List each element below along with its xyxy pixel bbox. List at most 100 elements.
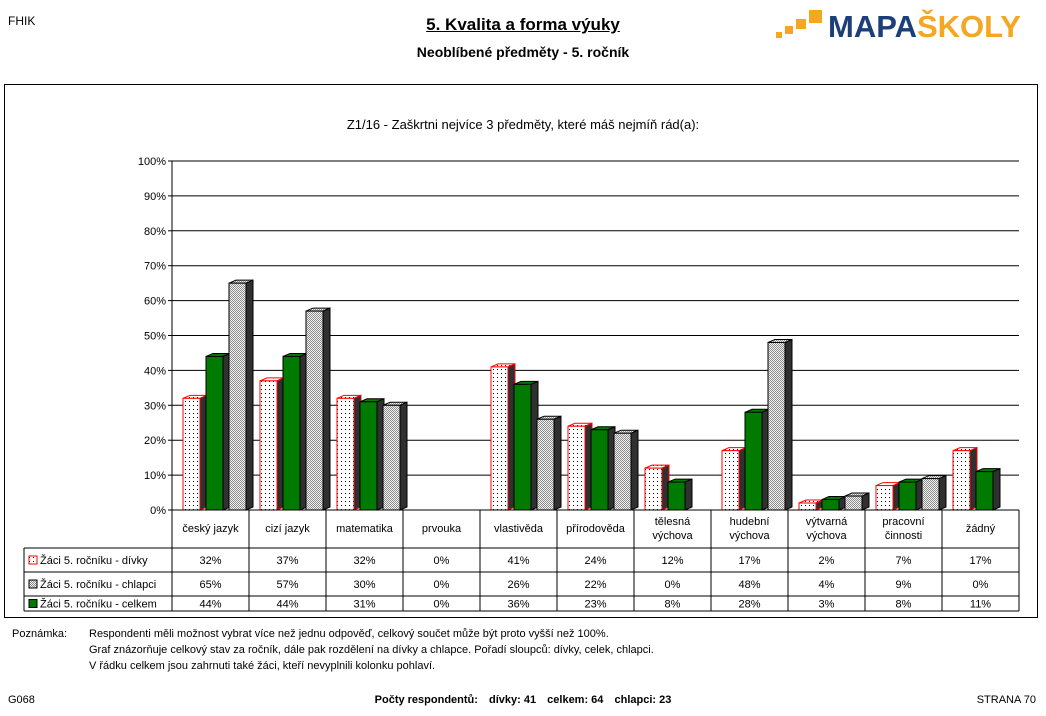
category-label: výtvarná <box>806 516 848 528</box>
bar-front <box>490 366 509 511</box>
bar <box>613 429 639 511</box>
data-label: 8% <box>896 599 912 611</box>
legend-swatch <box>28 555 38 565</box>
category-label: cizí jazyk <box>265 523 310 535</box>
note-line: V řádku celkem jsou zahrnuti také žáci, … <box>89 660 436 672</box>
legend-label: Žáci 5. ročníku - chlapci <box>40 578 156 591</box>
bar <box>228 279 254 511</box>
data-label: 3% <box>819 599 835 611</box>
bar <box>975 467 1001 511</box>
count-divky: dívky: 41 <box>489 694 537 706</box>
data-label: 2% <box>819 555 835 567</box>
category-label: vlastivěda <box>494 523 544 535</box>
page-title: 5. Kvalita a forma výuky <box>426 15 620 34</box>
data-label: 4% <box>819 579 835 591</box>
data-label: 9% <box>896 579 912 591</box>
data-label: 28% <box>738 599 760 611</box>
bar-front <box>228 282 247 511</box>
bar-side <box>630 429 639 511</box>
data-label: 32% <box>199 555 221 567</box>
bar-side <box>553 415 562 511</box>
category-label: činnosti <box>885 530 922 542</box>
page-number: STRANA 70 <box>976 694 1036 706</box>
bar-front <box>975 471 994 511</box>
bar-side <box>684 478 693 511</box>
bar <box>667 478 693 511</box>
bar <box>821 495 847 511</box>
bar-side <box>784 338 793 511</box>
logo-square <box>776 32 782 38</box>
data-label: 0% <box>434 599 450 611</box>
note-line: Respondenti měli možnost vybrat více než… <box>89 628 609 640</box>
chart-title: Z1/16 - Zaškrtni nejvíce 3 předměty, kte… <box>347 117 699 132</box>
bar <box>875 481 901 511</box>
bar <box>536 415 562 511</box>
data-label: 36% <box>507 599 529 611</box>
y-tick-label: 40% <box>144 365 166 377</box>
y-tick-label: 20% <box>144 435 166 447</box>
bar-front <box>721 450 740 511</box>
bar <box>744 408 770 511</box>
logo-square <box>809 10 822 23</box>
footer-code: G068 <box>8 694 35 706</box>
note-line: Graf znázorňuje celkový stav za ročník, … <box>89 644 654 656</box>
bar-front <box>744 411 763 511</box>
bar <box>767 338 793 511</box>
y-tick-label: 30% <box>144 400 166 412</box>
count-chlapci: chlapci: 23 <box>614 694 672 706</box>
category-label: výchova <box>806 530 847 542</box>
y-tick-label: 100% <box>138 156 166 168</box>
bar-front <box>921 478 940 511</box>
bar <box>205 352 231 511</box>
respondent-counts: Počty respondentů: dívky: 41 celkem: 64 … <box>0 694 1046 706</box>
data-label: 0% <box>434 555 450 567</box>
bar <box>305 307 331 511</box>
bar <box>513 380 539 511</box>
legend-swatch <box>28 599 38 608</box>
bar <box>952 446 978 511</box>
bar <box>721 446 747 511</box>
bar <box>282 352 308 511</box>
bar <box>567 422 593 511</box>
data-label: 0% <box>434 579 450 591</box>
legend-swatch <box>28 579 38 589</box>
data-label: 12% <box>661 555 683 567</box>
bar-front <box>305 310 324 511</box>
bar-front <box>798 502 817 511</box>
counts-label: Počty respondentů: <box>374 694 478 706</box>
category-label: žádný <box>966 523 996 535</box>
data-label: 44% <box>199 599 221 611</box>
data-label: 17% <box>738 555 760 567</box>
corner-label: FHIK <box>8 14 36 28</box>
category-label: český jazyk <box>182 523 239 535</box>
bar-front <box>282 355 301 511</box>
y-tick-label: 10% <box>144 470 166 482</box>
category-label: výchova <box>729 530 770 542</box>
category-label: prvouka <box>422 523 462 535</box>
bar-front <box>821 499 840 511</box>
bar <box>798 499 824 511</box>
bar-front <box>536 418 555 511</box>
page-subtitle: Neoblíbené předměty - 5. ročník <box>416 44 630 60</box>
category-label: tělesná <box>655 516 691 528</box>
category-label: pracovní <box>882 516 924 528</box>
data-label: 23% <box>584 599 606 611</box>
bar <box>590 425 616 511</box>
data-label: 22% <box>584 579 606 591</box>
bar-front <box>875 485 894 511</box>
y-tick-label: 70% <box>144 261 166 273</box>
bar-front <box>898 481 917 511</box>
data-label: 24% <box>584 555 606 567</box>
bar <box>182 394 208 511</box>
bar <box>921 474 947 511</box>
data-label: 31% <box>353 599 375 611</box>
bar <box>490 363 516 511</box>
y-tick-label: 50% <box>144 331 166 343</box>
legend-label: Žáci 5. ročníku - dívky <box>40 554 148 567</box>
bar-front <box>613 432 632 511</box>
bar-front <box>767 341 786 511</box>
data-label: 0% <box>973 579 989 591</box>
data-label: 48% <box>738 579 760 591</box>
bar-front <box>382 404 401 511</box>
note-label: Poznámka: <box>12 628 68 640</box>
